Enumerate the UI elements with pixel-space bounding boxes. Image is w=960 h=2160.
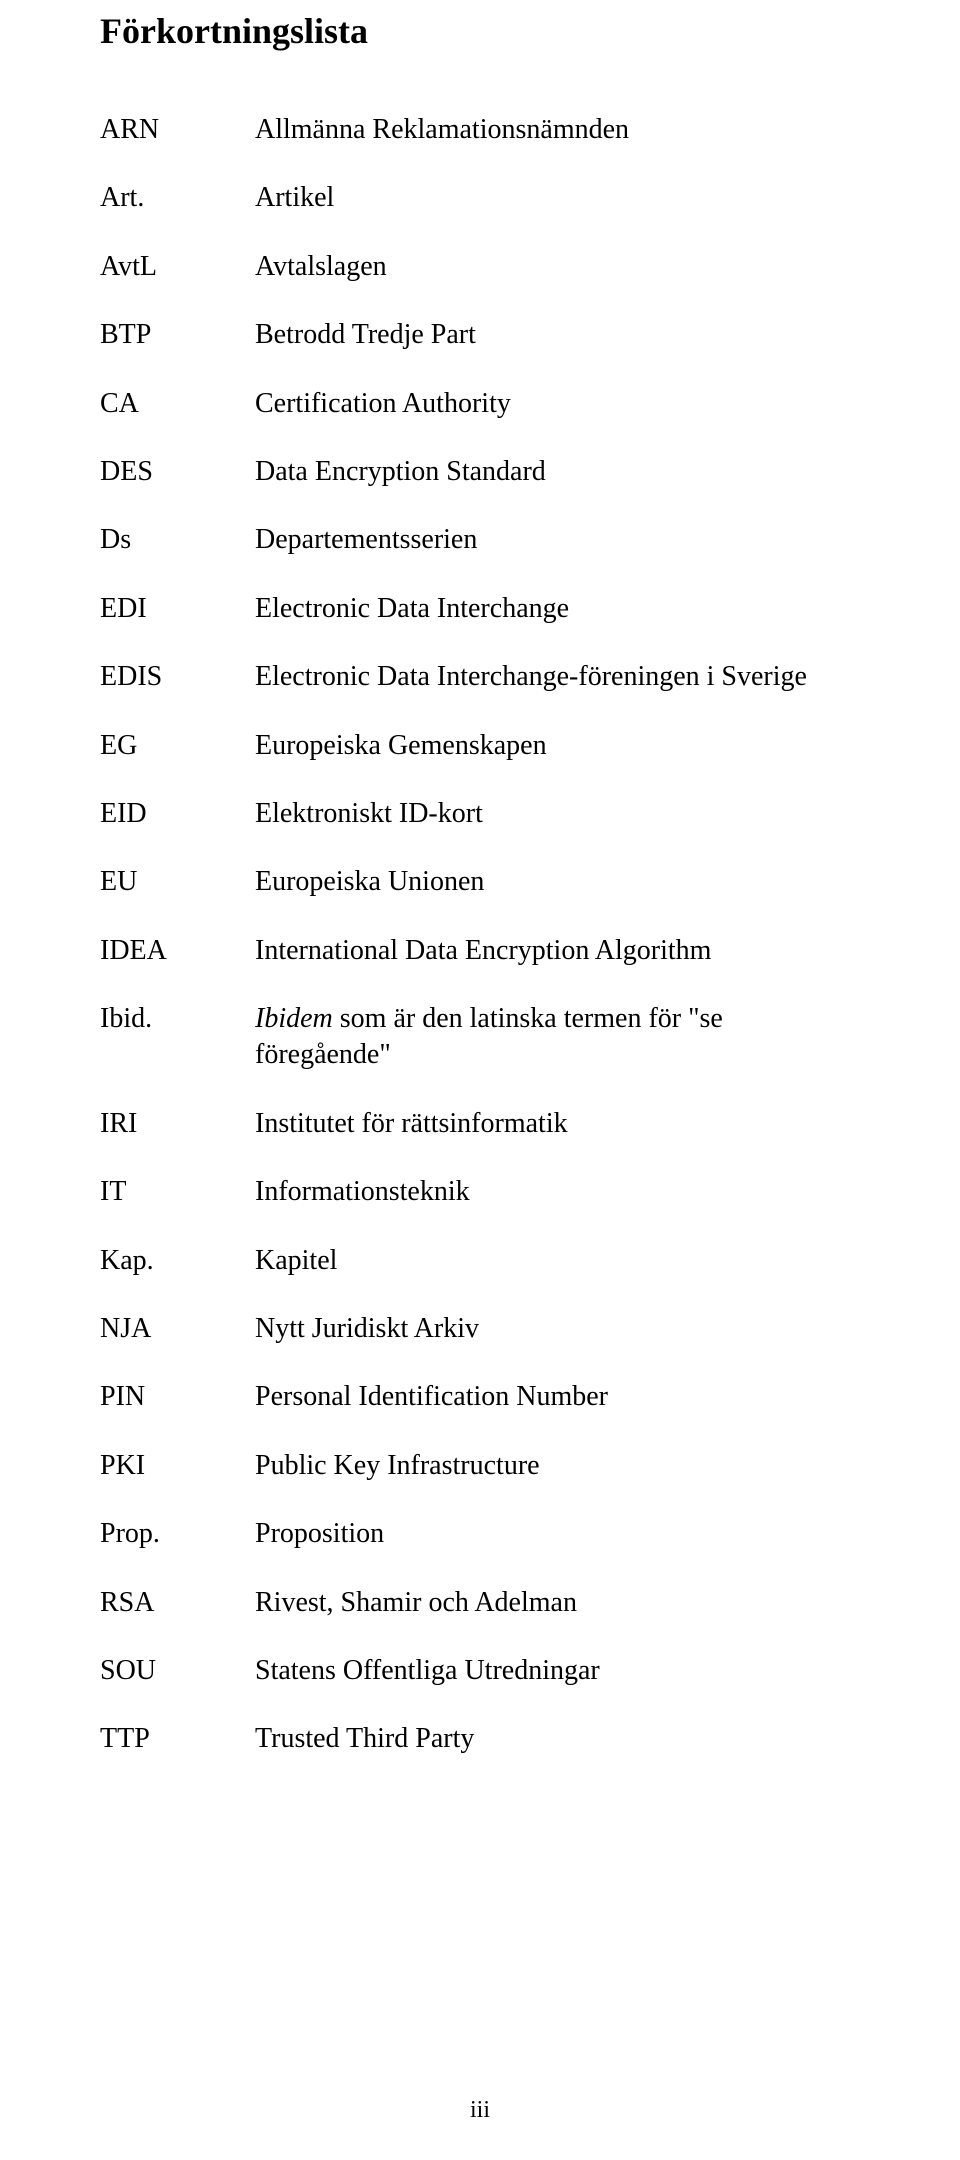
- abbr-definition: Ibidem som är den latinska termen för "s…: [255, 1001, 860, 1074]
- abbr-term: EDIS: [100, 661, 255, 693]
- abbr-term: IT: [100, 1176, 255, 1208]
- abbr-entry: Ibid. Ibidem som är den latinska termen …: [100, 1001, 860, 1074]
- abbr-entry: SOU Statens Offentliga Utredningar: [100, 1653, 860, 1689]
- abbr-term: Ds: [100, 524, 255, 556]
- abbr-definition: Personal Identification Number: [255, 1379, 860, 1415]
- abbr-entry: Kap. Kapitel: [100, 1243, 860, 1279]
- abbr-list: ARN Allmänna Reklamationsnämnden Art. Ar…: [100, 112, 860, 1758]
- abbr-definition: Institutet för rättsinformatik: [255, 1106, 860, 1142]
- abbr-definition: Nytt Juridiskt Arkiv: [255, 1311, 860, 1347]
- abbr-term: Prop.: [100, 1518, 255, 1550]
- page-number: iii: [0, 2097, 960, 2124]
- abbr-term: AvtL: [100, 251, 255, 283]
- abbr-term: EID: [100, 798, 255, 830]
- abbr-definition: Public Key Infrastructure: [255, 1448, 860, 1484]
- abbr-definition: Certification Authority: [255, 386, 860, 422]
- abbr-definition: Proposition: [255, 1516, 860, 1552]
- abbr-term: Art.: [100, 182, 255, 214]
- abbr-list-title: Förkortningslista: [100, 10, 860, 52]
- abbr-definition: Informationsteknik: [255, 1174, 860, 1210]
- abbr-entry: TTP Trusted Third Party: [100, 1721, 860, 1757]
- abbr-term: Kap.: [100, 1245, 255, 1277]
- abbr-entry: IRI Institutet för rättsinformatik: [100, 1106, 860, 1142]
- abbr-term: BTP: [100, 319, 255, 351]
- abbr-definition: Electronic Data Interchange: [255, 591, 860, 627]
- abbr-entry: Art. Artikel: [100, 180, 860, 216]
- abbr-definition: Departementsserien: [255, 522, 860, 558]
- abbr-entry: PIN Personal Identification Number: [100, 1379, 860, 1415]
- abbr-definition: Elektroniskt ID-kort: [255, 796, 860, 832]
- abbr-entry: AvtL Avtalslagen: [100, 249, 860, 285]
- abbr-term: EU: [100, 866, 255, 898]
- abbr-definition: Rivest, Shamir och Adelman: [255, 1585, 860, 1621]
- abbr-definition: Kapitel: [255, 1243, 860, 1279]
- abbr-definition: Trusted Third Party: [255, 1721, 860, 1757]
- abbr-definition: Allmänna Reklamationsnämnden: [255, 112, 860, 148]
- abbr-entry: BTP Betrodd Tredje Part: [100, 317, 860, 353]
- abbr-term: EDI: [100, 593, 255, 625]
- abbr-definition: Betrodd Tredje Part: [255, 317, 860, 353]
- abbr-entry: Prop. Proposition: [100, 1516, 860, 1552]
- abbr-entry: EID Elektroniskt ID-kort: [100, 796, 860, 832]
- abbr-term: Ibid.: [100, 1003, 255, 1035]
- abbr-term: CA: [100, 388, 255, 420]
- abbr-term: SOU: [100, 1655, 255, 1687]
- abbr-term: PKI: [100, 1450, 255, 1482]
- abbr-term: IRI: [100, 1108, 255, 1140]
- abbr-entry: Ds Departementsserien: [100, 522, 860, 558]
- abbr-term: ARN: [100, 114, 255, 146]
- abbr-entry: IDEA International Data Encryption Algor…: [100, 933, 860, 969]
- abbr-term: DES: [100, 456, 255, 488]
- abbr-definition: Electronic Data Interchange-föreningen i…: [255, 659, 860, 695]
- abbr-entry: EU Europeiska Unionen: [100, 864, 860, 900]
- abbr-entry: EDIS Electronic Data Interchange-förenin…: [100, 659, 860, 695]
- abbr-entry: RSA Rivest, Shamir och Adelman: [100, 1585, 860, 1621]
- abbr-entry: EG Europeiska Gemenskapen: [100, 728, 860, 764]
- abbr-term: EG: [100, 730, 255, 762]
- abbr-definition: Europeiska Unionen: [255, 864, 860, 900]
- abbr-term: PIN: [100, 1381, 255, 1413]
- abbr-entry: NJA Nytt Juridiskt Arkiv: [100, 1311, 860, 1347]
- abbr-entry: CA Certification Authority: [100, 386, 860, 422]
- abbr-entry: DES Data Encryption Standard: [100, 454, 860, 490]
- abbr-definition: Europeiska Gemenskapen: [255, 728, 860, 764]
- abbr-term: NJA: [100, 1313, 255, 1345]
- italic-term: Ibidem: [255, 1003, 333, 1034]
- abbr-entry: PKI Public Key Infrastructure: [100, 1448, 860, 1484]
- abbr-term: IDEA: [100, 935, 255, 967]
- abbr-definition: Avtalslagen: [255, 249, 860, 285]
- abbr-definition: Data Encryption Standard: [255, 454, 860, 490]
- abbr-entry: IT Informationsteknik: [100, 1174, 860, 1210]
- abbr-definition: International Data Encryption Algorithm: [255, 933, 860, 969]
- abbr-entry: EDI Electronic Data Interchange: [100, 591, 860, 627]
- abbr-definition: Artikel: [255, 180, 860, 216]
- abbr-term: TTP: [100, 1723, 255, 1755]
- abbr-term: RSA: [100, 1587, 255, 1619]
- abbr-entry: ARN Allmänna Reklamationsnämnden: [100, 112, 860, 148]
- abbr-definition: Statens Offentliga Utredningar: [255, 1653, 860, 1689]
- page: Förkortningslista ARN Allmänna Reklamati…: [0, 0, 960, 2160]
